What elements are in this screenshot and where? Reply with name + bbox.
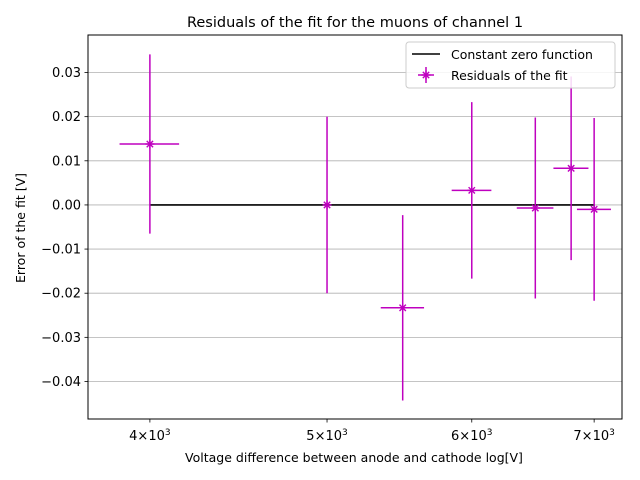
legend-residuals-label: Residuals of the fit bbox=[451, 68, 568, 83]
y-tick-label: 0.02 bbox=[52, 110, 81, 125]
point-marker bbox=[589, 204, 599, 214]
y-tick-label: 0.03 bbox=[52, 66, 81, 81]
chart-title: Residuals of the fit for the muons of ch… bbox=[187, 15, 523, 31]
y-axis-ticks: 0.03 0.02 0.01 0.00 −0.01 −0.02 −0.03 −0.04 bbox=[41, 66, 88, 390]
x-tick-label: 7×103 bbox=[573, 428, 614, 444]
data-point bbox=[322, 116, 332, 294]
legend-zero-function-label: Constant zero function bbox=[451, 47, 593, 62]
point-marker bbox=[322, 200, 332, 210]
y-axis-label: Error of the fit [V] bbox=[13, 173, 28, 283]
marker-stroke bbox=[323, 201, 331, 209]
marker-stroke bbox=[468, 186, 476, 195]
x-axis-ticks: 4×103 5×103 6×103 7×103 bbox=[129, 419, 615, 444]
marker-stroke bbox=[399, 304, 407, 312]
data-point bbox=[576, 117, 611, 301]
point-marker bbox=[145, 139, 155, 149]
data-point bbox=[516, 117, 554, 299]
y-tick-label: −0.04 bbox=[41, 375, 81, 390]
legend: Constant zero function Residuals of the … bbox=[405, 41, 616, 89]
point-marker bbox=[398, 303, 408, 313]
legend-marker-symbol bbox=[421, 70, 431, 80]
y-tick-label: 0.00 bbox=[52, 198, 81, 213]
y-tick-label: −0.03 bbox=[41, 331, 81, 346]
data-point bbox=[119, 54, 180, 234]
point-marker bbox=[467, 185, 477, 195]
x-axis-label: Voltage difference between anode and cat… bbox=[185, 450, 523, 465]
y-tick-label: −0.02 bbox=[41, 287, 81, 302]
y-tick-label: −0.01 bbox=[41, 243, 81, 258]
data-point bbox=[553, 76, 589, 261]
marker-stroke bbox=[567, 164, 575, 172]
point-marker bbox=[530, 203, 540, 213]
data-point bbox=[451, 102, 492, 279]
marker-stroke bbox=[422, 71, 430, 79]
marker-stroke bbox=[590, 205, 598, 214]
legend-residuals-swatch bbox=[418, 67, 434, 83]
legend-box bbox=[405, 41, 616, 89]
x-tick-label: 6×103 bbox=[451, 428, 492, 444]
marker-stroke bbox=[146, 140, 154, 148]
residual-points bbox=[119, 54, 611, 401]
marker-stroke bbox=[531, 204, 539, 212]
plot-area-frame bbox=[87, 34, 623, 420]
point-marker bbox=[566, 163, 576, 173]
x-tick-label: 4×103 bbox=[129, 428, 170, 444]
x-tick-label: 5×103 bbox=[306, 428, 347, 444]
data-point bbox=[380, 215, 425, 401]
y-tick-label: 0.01 bbox=[52, 154, 81, 169]
